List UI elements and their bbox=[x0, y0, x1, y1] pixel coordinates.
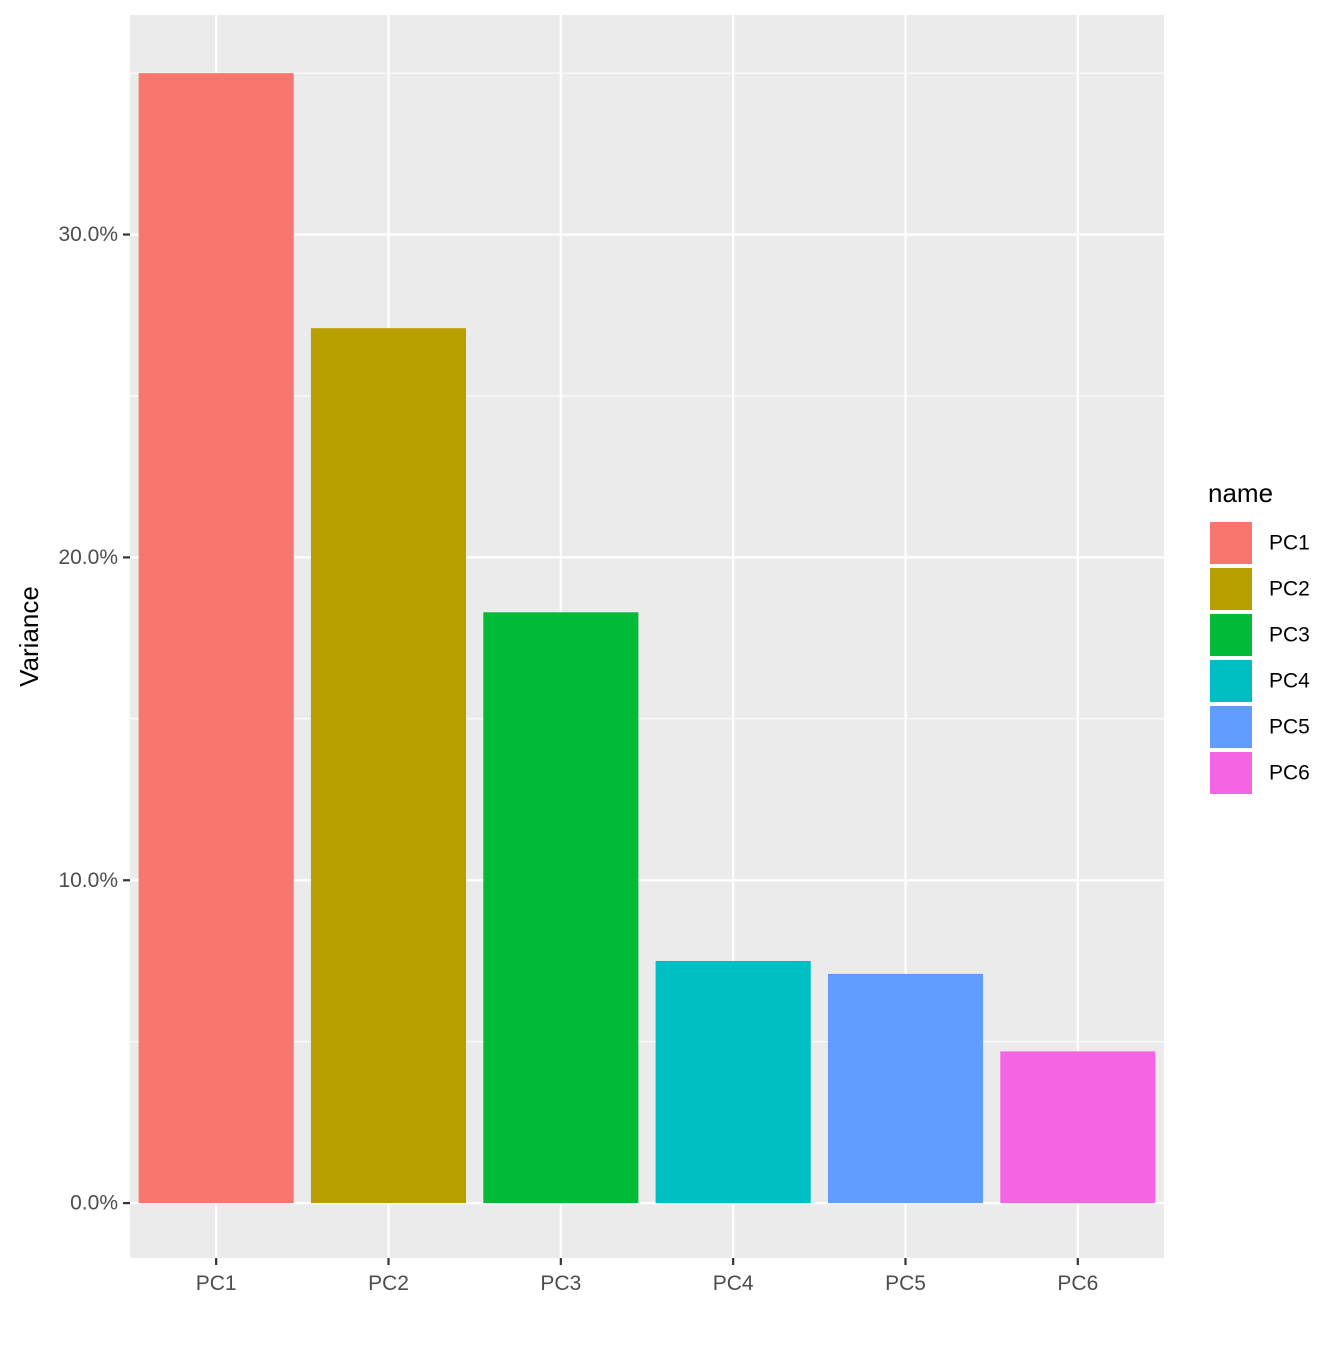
legend-label: PC2 bbox=[1269, 578, 1310, 601]
legend-key-pc1 bbox=[1210, 522, 1252, 564]
bar-pc4 bbox=[655, 960, 811, 1204]
y-tick-label: 10.0% bbox=[58, 869, 118, 892]
bars bbox=[138, 73, 1156, 1204]
minor-gridlines bbox=[130, 72, 1164, 1043]
y-tick-label: 0.0% bbox=[70, 1192, 118, 1215]
legend-label: PC3 bbox=[1269, 624, 1310, 647]
legend-label: PC6 bbox=[1269, 762, 1310, 785]
y-tick-label: 30.0% bbox=[58, 223, 118, 246]
legend-label: PC4 bbox=[1269, 670, 1310, 693]
legend-label: PC1 bbox=[1269, 532, 1310, 555]
y-axis-label: Variance bbox=[14, 586, 44, 687]
bar-pc3 bbox=[483, 612, 639, 1204]
legend-title: name bbox=[1208, 478, 1273, 508]
x-tick-label: PC6 bbox=[1057, 1272, 1098, 1295]
y-axis: 0.0% 10.0% 20.0% 30.0% bbox=[58, 223, 130, 1215]
x-tick-label: PC3 bbox=[540, 1272, 581, 1295]
y-tick-label: 20.0% bbox=[58, 546, 118, 569]
x-tick-label: PC4 bbox=[713, 1272, 754, 1295]
x-tick-label: PC5 bbox=[885, 1272, 926, 1295]
plot-panel bbox=[130, 15, 1164, 1258]
bar-pc2 bbox=[310, 328, 467, 1204]
legend-key-pc5 bbox=[1210, 706, 1252, 748]
bar-pc6 bbox=[1000, 1051, 1156, 1204]
legend-key-pc4 bbox=[1210, 660, 1252, 702]
legend-key-pc6 bbox=[1210, 752, 1252, 794]
x-axis: PC1 PC2 PC3 PC4 PC5 PC6 bbox=[196, 1258, 1098, 1295]
legend-label: PC5 bbox=[1269, 716, 1310, 739]
bar-pc1 bbox=[138, 73, 294, 1204]
legend: name PC1 PC2 PC3 PC4 PC5 PC6 bbox=[1208, 478, 1310, 794]
legend-key-pc2 bbox=[1210, 568, 1252, 610]
x-tick-label: PC1 bbox=[196, 1272, 237, 1295]
bar-pc5 bbox=[827, 973, 984, 1204]
x-tick-label: PC2 bbox=[368, 1272, 409, 1295]
legend-key-pc3 bbox=[1210, 614, 1252, 656]
